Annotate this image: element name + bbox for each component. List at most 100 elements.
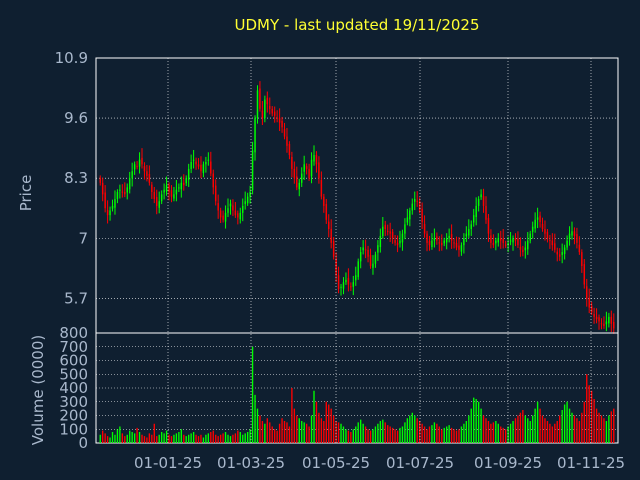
candle-body (531, 226, 534, 232)
candle-body (146, 171, 148, 176)
candle-body (487, 217, 490, 234)
candle-body (330, 229, 332, 243)
volume-bar (431, 425, 433, 443)
volume-bar (443, 427, 445, 443)
candle-body (465, 233, 468, 237)
candle-body (99, 178, 101, 183)
candle-body (593, 314, 595, 317)
volume-bar (296, 415, 298, 443)
candle-body (416, 200, 418, 202)
candle-body (178, 187, 180, 189)
candle-body (470, 224, 472, 230)
volume-bar (598, 412, 600, 443)
volume-bar (426, 429, 428, 443)
candle-body (106, 210, 109, 216)
candle-body (296, 176, 298, 188)
volume-bar (276, 430, 278, 443)
candle-body (512, 238, 514, 243)
candle-body (121, 191, 124, 193)
volume-bar (291, 388, 293, 443)
volume-bar (195, 434, 197, 443)
volume-bar (178, 432, 180, 443)
volume-bar (244, 433, 246, 443)
volume-bar (433, 422, 436, 443)
x-tick-label: 01-01-25 (134, 454, 202, 472)
volume-bar (593, 399, 595, 443)
volume-bar (242, 434, 244, 443)
volume-bar (600, 415, 603, 443)
candle-body (406, 217, 409, 223)
candle-body (428, 241, 431, 246)
candle-body (207, 159, 210, 161)
volume-bar (320, 418, 323, 443)
candle-body (472, 215, 475, 223)
volume-bar (271, 426, 273, 443)
volume-bar (436, 423, 438, 443)
volume-bar (205, 434, 207, 443)
volume-bar (352, 429, 354, 443)
volume-bar (207, 433, 210, 443)
candle-body (355, 275, 357, 281)
candle-body (490, 235, 492, 243)
x-tick-label: 01-03-25 (217, 454, 285, 472)
candle-body (160, 194, 163, 202)
volume-bar (133, 433, 136, 443)
volume-bar (369, 430, 372, 443)
volume-bar (310, 415, 313, 443)
candle-body (566, 240, 568, 248)
candle-body (431, 240, 433, 248)
candle-body (598, 317, 600, 322)
volume-bar (379, 421, 382, 443)
volume-bar (126, 434, 128, 443)
volume-bar (524, 415, 526, 443)
candle-body (391, 231, 394, 239)
candle-body (180, 182, 183, 190)
volume-tick-label: 700 (59, 338, 88, 356)
candle-body (337, 275, 340, 290)
candle-body (266, 97, 269, 105)
candle-body (109, 210, 111, 216)
volume-bar (313, 390, 315, 443)
volume-bar (337, 422, 340, 443)
volume-bar (249, 429, 251, 443)
candle-body (421, 208, 423, 223)
candle-body (271, 108, 273, 114)
x-axis: 01-01-25 01-03-25 01-05-25 01-07-25 01-09-25… (134, 58, 625, 472)
volume-bar (613, 408, 615, 443)
volume-bar (357, 422, 359, 443)
volume-bar (293, 408, 296, 443)
candle-body (534, 219, 536, 229)
candle-body (583, 264, 586, 285)
candle-body (480, 194, 482, 198)
volume-bar (256, 408, 259, 443)
volume-bar (340, 423, 342, 443)
volume-tick-label: 200 (59, 407, 88, 425)
candle-body (350, 286, 352, 288)
volume-bar (190, 433, 192, 443)
candle-body (578, 244, 581, 253)
volume-bar (109, 437, 111, 443)
volume-bar (571, 412, 573, 443)
candle-body (133, 164, 136, 170)
volume-bar (492, 422, 495, 443)
candle-body (217, 203, 219, 211)
candle-body (576, 234, 578, 243)
volume-bar (124, 436, 126, 443)
volume-bar (504, 429, 507, 443)
volume-bar (170, 436, 173, 443)
volume-bar (446, 426, 448, 443)
candle-body (259, 88, 261, 109)
candle-body (605, 321, 608, 325)
candle-body (551, 240, 554, 246)
volume-bar (251, 346, 254, 443)
volume-bar (603, 418, 605, 443)
candle-body (234, 210, 237, 216)
volume-bar (561, 410, 563, 443)
volume-bar (217, 436, 219, 443)
candle-body (458, 245, 460, 250)
volume-bar (355, 426, 357, 443)
volume-tick-label: 600 (59, 352, 88, 370)
candle-body (342, 282, 345, 289)
volume-bar (229, 436, 232, 443)
